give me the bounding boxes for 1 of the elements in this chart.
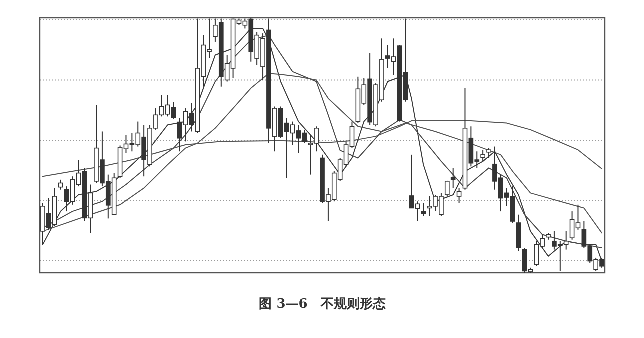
caption: 图 3—6 不规则形态 (259, 296, 387, 312)
